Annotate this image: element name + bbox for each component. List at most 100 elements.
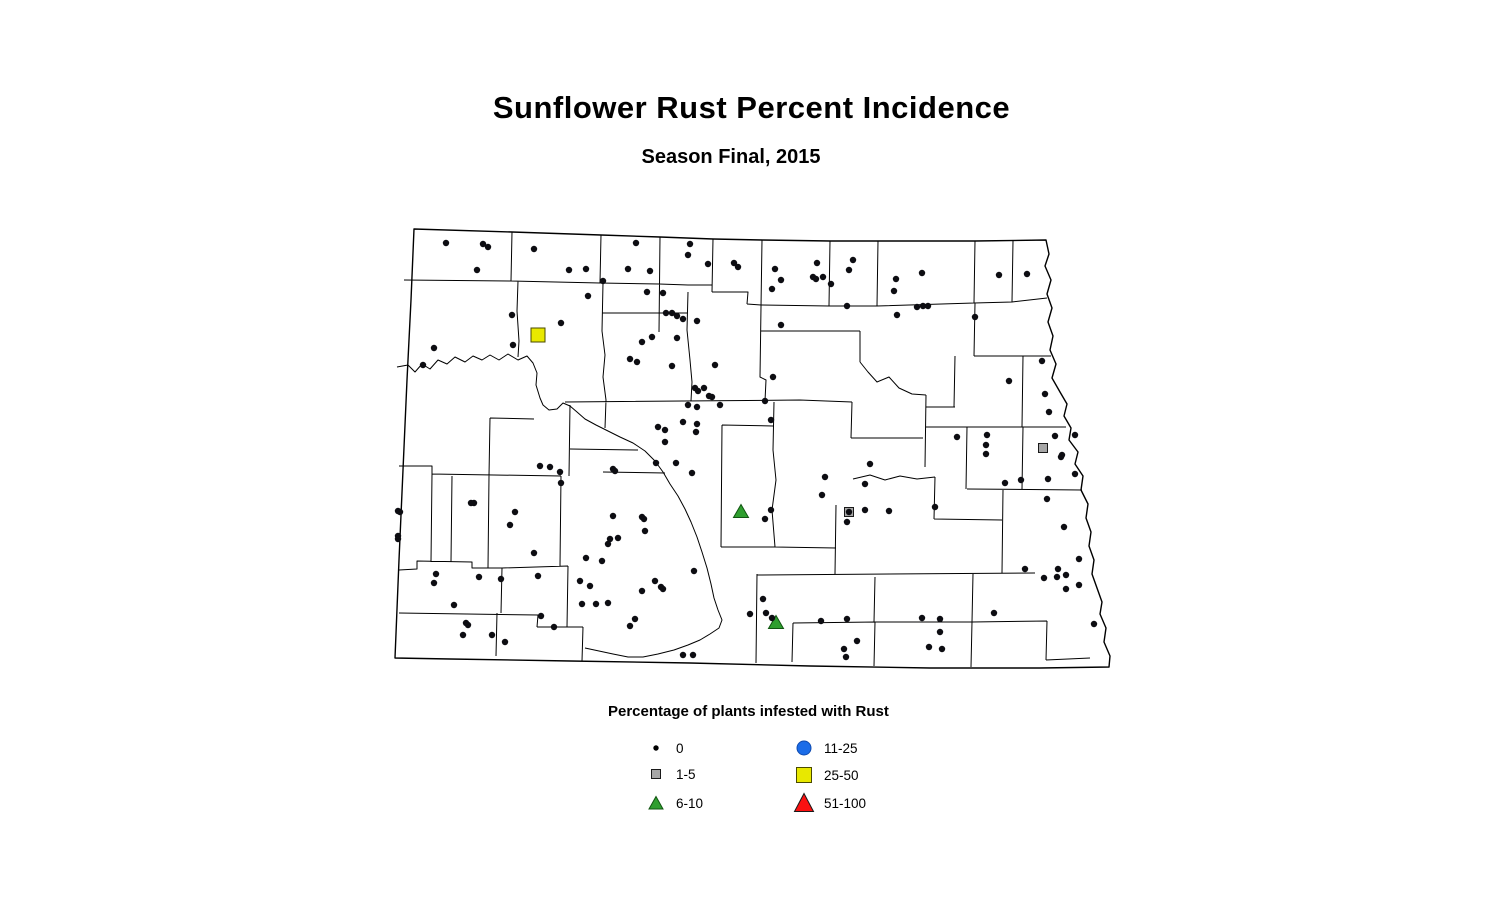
map-marker-0: [684, 251, 692, 259]
map-marker-0: [679, 651, 687, 659]
county-boundaries: [398, 231, 1091, 668]
map-marker-0: [849, 256, 857, 264]
map-marker-0: [689, 651, 697, 659]
map-marker-0: [730, 259, 738, 267]
map-marker-0: [1060, 523, 1068, 531]
map-marker-0: [892, 275, 900, 283]
map-marker-0: [768, 285, 776, 293]
map-marker-0: [746, 610, 754, 618]
map-marker-0: [631, 615, 639, 623]
map-marker-0: [530, 549, 538, 557]
map-marker-0: [606, 535, 614, 543]
map-marker-0: [668, 362, 676, 370]
map-marker-0: [396, 508, 404, 516]
map-marker-0: [918, 614, 926, 622]
map-marker-0: [659, 289, 667, 297]
map-marker-0: [990, 609, 998, 617]
map-marker-0: [643, 288, 651, 296]
page-subtitle: Season Final, 2015: [641, 146, 821, 168]
map-marker-0: [1062, 571, 1070, 579]
map-marker-0: [1001, 479, 1009, 487]
map-marker-0: [827, 280, 835, 288]
map-marker-0: [819, 273, 827, 281]
map-marker-0: [708, 393, 716, 401]
map-marker-0: [488, 631, 496, 639]
legend-title: Percentage of plants infested with Rust: [608, 703, 889, 720]
legend-item: 1-5: [643, 761, 696, 787]
map-marker-0: [679, 418, 687, 426]
map-marker-0: [1045, 408, 1053, 416]
map-marker-0: [638, 338, 646, 346]
map-marker-0: [936, 628, 944, 636]
map-marker-0: [1071, 470, 1079, 478]
map-marker-0: [450, 601, 458, 609]
map-marker-0: [556, 468, 564, 476]
map-marker-0: [536, 462, 544, 470]
map-marker-0: [931, 503, 939, 511]
map-marker-0: [700, 384, 708, 392]
map-marker-0: [711, 361, 719, 369]
map-marker-0: [641, 527, 649, 535]
map-marker-0: [430, 344, 438, 352]
map-marker-0: [626, 355, 634, 363]
map-marker-0: [843, 518, 851, 526]
map-marker-0: [473, 266, 481, 274]
map-marker-0: [821, 473, 829, 481]
map-marker-0: [842, 653, 850, 661]
map-marker-0: [592, 600, 600, 608]
map-marker-0: [684, 401, 692, 409]
map-marker-0: [604, 599, 612, 607]
map-marker-0: [614, 534, 622, 542]
map-marker-0: [537, 612, 545, 620]
map-marker-0: [432, 570, 440, 578]
yellow-square-icon: [796, 767, 812, 783]
map-marker-0: [1071, 431, 1079, 439]
map-marker-0: [609, 512, 617, 520]
map-marker-0: [599, 277, 607, 285]
map-marker-0: [534, 572, 542, 580]
map-marker-0: [813, 259, 821, 267]
map-marker-0: [673, 334, 681, 342]
map-marker-0: [557, 479, 565, 487]
map-marker-0: [761, 397, 769, 405]
map-marker-0: [652, 459, 660, 467]
map-marker-0: [866, 460, 874, 468]
map-marker-0: [817, 617, 825, 625]
map-marker-0: [692, 428, 700, 436]
map-marker-0: [693, 403, 701, 411]
map-marker-0: [550, 623, 558, 631]
map-marker-0: [995, 271, 1003, 279]
map-marker-0: [479, 240, 487, 248]
map-marker-0: [840, 645, 848, 653]
map-marker-0: [767, 416, 775, 424]
map-marker-0: [982, 450, 990, 458]
map-marker-0: [885, 507, 893, 515]
missouri-river: [396, 353, 723, 658]
legend-item: 11-25: [791, 735, 858, 761]
map-marker-0: [646, 267, 654, 275]
map-marker-0: [1038, 357, 1046, 365]
green-triangle-icon: [648, 795, 664, 810]
legend-item-label: 6-10: [676, 795, 704, 811]
map-marker-0: [624, 265, 632, 273]
map-marker-0: [604, 540, 612, 548]
red-triangle-icon: [793, 792, 815, 812]
map-marker-0: [497, 575, 505, 583]
map-marker-0: [818, 491, 826, 499]
map-marker-25-50: [530, 327, 546, 343]
map-marker-0: [1041, 390, 1049, 398]
map-marker-0: [430, 579, 438, 587]
map-marker-0: [971, 313, 979, 321]
map-marker-0: [651, 577, 659, 585]
state-outline: [394, 228, 1111, 669]
map-marker-0: [913, 303, 921, 311]
map-marker-0: [484, 243, 492, 251]
map-marker-0: [1023, 270, 1031, 278]
map-marker-0: [759, 595, 767, 603]
map-marker-1-5: [1038, 443, 1048, 453]
map-marker-0: [672, 459, 680, 467]
map-marker-0: [679, 315, 687, 323]
map-marker-0: [693, 420, 701, 428]
map-marker-0: [638, 587, 646, 595]
